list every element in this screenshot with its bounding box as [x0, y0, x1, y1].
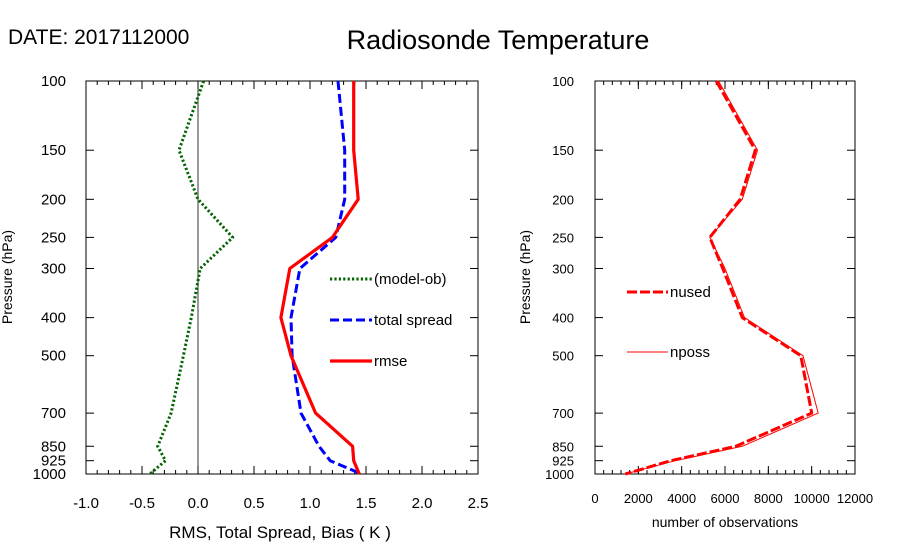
right-y-tick-label-700: 700: [552, 406, 574, 421]
right-tick-marks: [594, 80, 856, 475]
right-x-tick-label-10000: 10000: [794, 491, 830, 506]
left-y-tick-label-400: 400: [41, 310, 66, 327]
right-x-tick-label-6000: 6000: [711, 491, 740, 506]
right-y-tick-label-400: 400: [552, 311, 574, 326]
left-x-tick-label-1-0: -1.0: [73, 495, 99, 512]
left-x-tick-labels: -1.0 -0.5 0.0 0.5 1.0 1.5 2.0 2.5: [73, 495, 488, 512]
right-y-tick-label-1000: 1000: [545, 467, 574, 482]
right-x-tick-label-2000: 2000: [624, 491, 653, 506]
left-legend-label-rmse: rmse: [374, 353, 407, 370]
date-label: DATE: 2017112000: [8, 26, 189, 49]
right-x-tick-label-8000: 8000: [754, 491, 783, 506]
right-x-axis-title: number of observations: [652, 514, 798, 530]
left-y-tick-label-500: 500: [41, 348, 66, 365]
right-y-tick-label-500: 500: [552, 349, 574, 364]
left-legend-label-model-ob: (model-ob): [374, 271, 447, 288]
left-x-tick-label-0-0: 0.0: [188, 495, 209, 512]
left-y-tick-label-250: 250: [41, 229, 66, 246]
right-series-nused: [624, 80, 814, 476]
left-y-tick-label-300: 300: [41, 261, 66, 278]
left-series-lines: [148, 80, 363, 476]
left-plot-frame: [85, 80, 479, 475]
left-y-tick-label-1000: 1000: [33, 466, 66, 483]
left-x-tick-label-0-5: 0.5: [244, 495, 265, 512]
right-legend-label-nused: nused: [670, 284, 711, 301]
right-y-tick-label-250: 250: [552, 230, 574, 245]
left-y-tick-label-200: 200: [41, 191, 66, 208]
left-series-rmse: [279, 81, 361, 475]
left-x-tick-label-1-0: 1.0: [300, 495, 321, 512]
right-series-lines: [624, 80, 819, 476]
left-series-model-ob: [148, 80, 235, 476]
left-series-total-spread: [289, 80, 363, 476]
left-y-tick-label-925: 925: [41, 453, 66, 470]
left-legend: (model-ob) total spread rmse: [330, 271, 452, 370]
right-x-tick-label-12000: 12000: [837, 491, 873, 506]
left-y-tick-label-100: 100: [41, 73, 66, 90]
right-x-tick-label-4000: 4000: [667, 491, 696, 506]
right-y-axis-title: Pressure (hPa): [517, 230, 533, 324]
left-x-tick-label-2-5: 2.5: [468, 495, 489, 512]
right-y-tick-label-150: 150: [552, 143, 574, 158]
right-y-tick-label-925: 925: [552, 454, 574, 469]
left-x-axis-title: RMS, Total Spread, Bias ( K ): [169, 523, 391, 542]
left-x-tick-label-0-5: -0.5: [129, 495, 155, 512]
left-legend-label-total-spread: total spread: [374, 312, 452, 329]
left-y-tick-label-700: 700: [41, 405, 66, 422]
right-legend: nused nposs: [627, 284, 711, 361]
chart-title: Radiosonde Temperature: [347, 25, 650, 55]
left-y-tick-label-850: 850: [41, 438, 66, 455]
right-x-tick-label-0: 0: [591, 491, 598, 506]
left-y-tick-label-150: 150: [41, 142, 66, 159]
right-series-nposs: [625, 80, 819, 475]
right-y-tick-label-850: 850: [552, 439, 574, 454]
left-x-tick-label-2-0: 2.0: [412, 495, 433, 512]
right-x-tick-labels: 0 2000 4000 6000 8000 10000 12000: [591, 491, 873, 506]
right-y-tick-label-200: 200: [552, 192, 574, 207]
left-x-tick-label-1-5: 1.5: [356, 495, 377, 512]
right-legend-label-nposs: nposs: [670, 344, 710, 361]
right-y-tick-label-100: 100: [552, 74, 574, 89]
right-y-tick-label-300: 300: [552, 262, 574, 277]
left-y-axis-title: Pressure (hPa): [0, 230, 15, 324]
left-tick-marks: [85, 80, 479, 475]
